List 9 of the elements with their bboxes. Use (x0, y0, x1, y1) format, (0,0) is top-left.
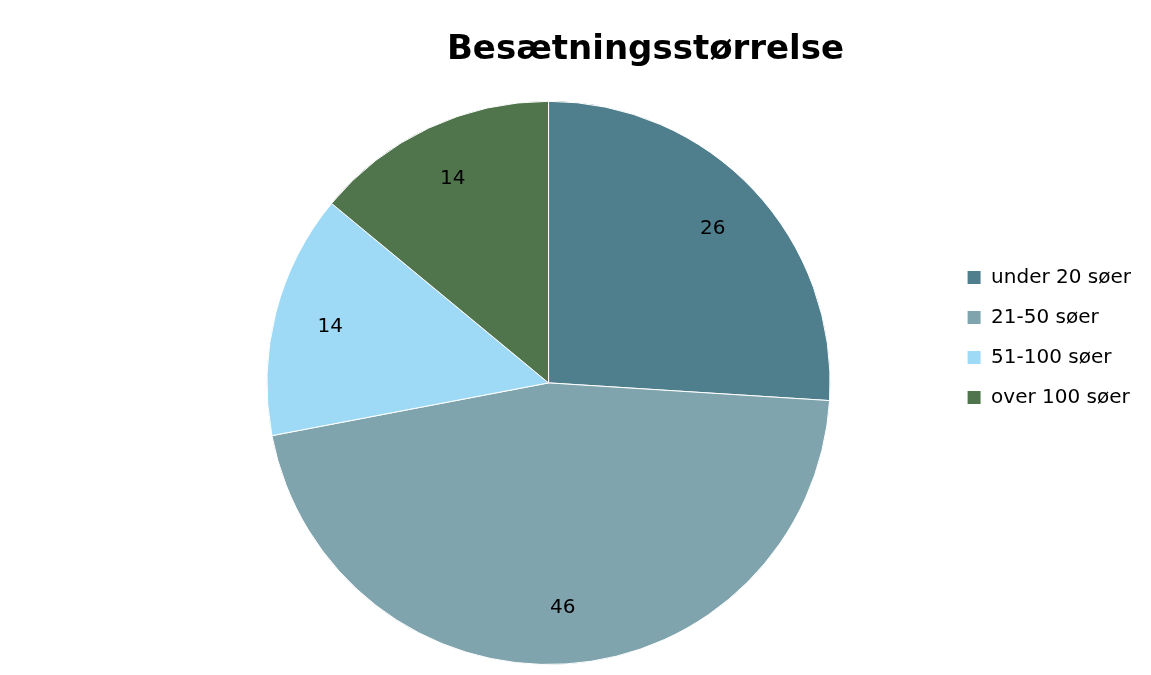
chart-title: Besætningsstørrelse (446, 27, 845, 68)
data-label: 14 (317, 313, 344, 338)
data-label: 14 (439, 165, 466, 190)
legend-label: over 100 søer (991, 383, 1131, 408)
legend-label: 51-100 søer (991, 343, 1113, 368)
legend-label: 21-50 søer (991, 303, 1100, 328)
data-label: 26 (700, 214, 726, 239)
data-label: 46 (549, 593, 576, 618)
legend-label: under 20 søer (991, 263, 1132, 288)
